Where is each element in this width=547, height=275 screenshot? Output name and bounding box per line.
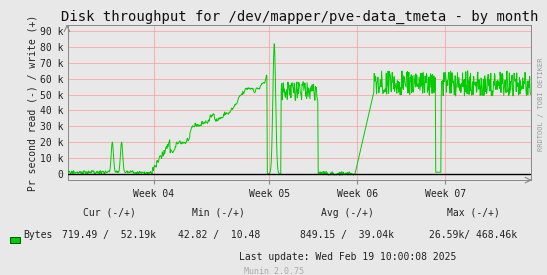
- Text: Last update: Wed Feb 19 10:00:08 2025: Last update: Wed Feb 19 10:00:08 2025: [238, 252, 456, 262]
- Text: Munin 2.0.75: Munin 2.0.75: [243, 267, 304, 275]
- Text: Bytes: Bytes: [24, 230, 53, 240]
- Text: 719.49 /  52.19k: 719.49 / 52.19k: [62, 230, 156, 240]
- Text: Max (-/+): Max (-/+): [447, 208, 499, 218]
- Text: Min (-/+): Min (-/+): [193, 208, 245, 218]
- Text: Cur (-/+): Cur (-/+): [83, 208, 136, 218]
- Y-axis label: Pr second read (-) / write (+): Pr second read (-) / write (+): [27, 14, 37, 191]
- Text: 26.59k/ 468.46k: 26.59k/ 468.46k: [429, 230, 517, 240]
- Title: Disk throughput for /dev/mapper/pve-data_tmeta - by month: Disk throughput for /dev/mapper/pve-data…: [61, 10, 538, 24]
- Text: Avg (-/+): Avg (-/+): [321, 208, 374, 218]
- Text: RRDTOOL / TOBI OETIKER: RRDTOOL / TOBI OETIKER: [538, 58, 544, 151]
- Text: 849.15 /  39.04k: 849.15 / 39.04k: [300, 230, 394, 240]
- Text: 42.82 /  10.48: 42.82 / 10.48: [178, 230, 260, 240]
